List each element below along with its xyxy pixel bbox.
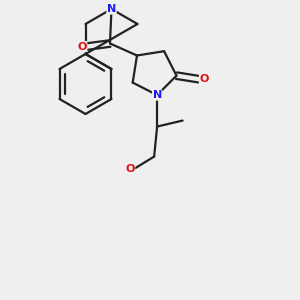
Text: O: O [200,74,209,84]
Text: N: N [152,90,162,100]
Text: N: N [107,4,116,14]
Text: O: O [77,41,87,52]
Text: O: O [125,164,135,173]
